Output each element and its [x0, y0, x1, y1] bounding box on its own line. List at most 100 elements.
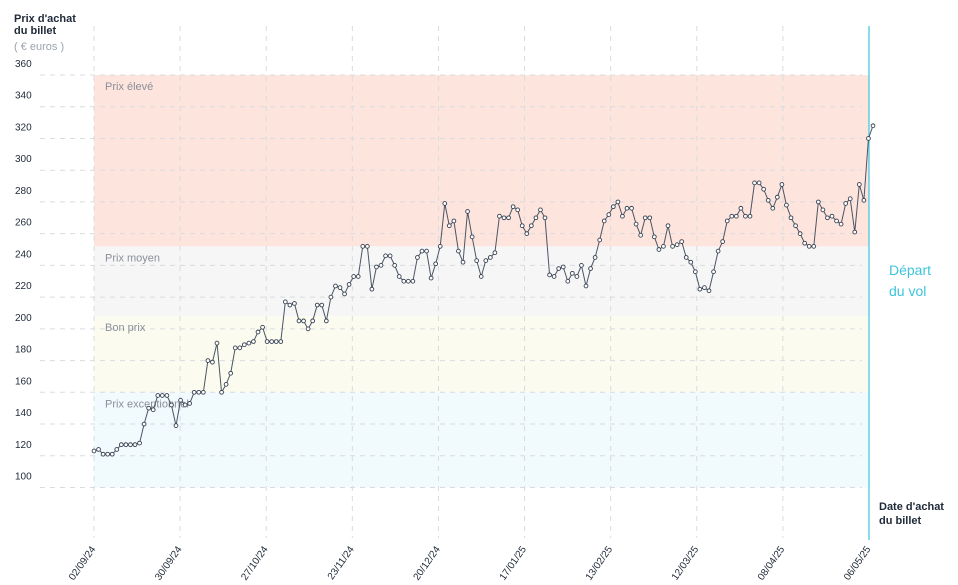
- data-point: [342, 291, 347, 297]
- data-point: [519, 223, 525, 229]
- data-point: [178, 397, 183, 403]
- data-point: [711, 269, 716, 275]
- data-point: [815, 199, 821, 205]
- x-tick-label: 27/10/24: [239, 544, 271, 583]
- data-point: [328, 294, 334, 300]
- data-point: [150, 407, 156, 413]
- data-point: [383, 253, 388, 259]
- data-point: [829, 213, 835, 219]
- data-point: [656, 247, 662, 252]
- data-point: [560, 264, 566, 270]
- data-point: [765, 197, 771, 203]
- data-point: [774, 194, 780, 200]
- x-tick-label: 20/12/24: [412, 544, 444, 583]
- data-point: [756, 180, 762, 186]
- data-point: [665, 223, 671, 229]
- x-tick-label: 13/02/25: [584, 544, 616, 583]
- y-tick-label: 240: [15, 249, 32, 260]
- data-point: [606, 212, 612, 217]
- data-point: [806, 244, 812, 249]
- x-tick-label: 02/09/24: [67, 544, 99, 583]
- data-point: [601, 218, 607, 224]
- data-point: [784, 202, 789, 208]
- data-point: [697, 286, 703, 292]
- data-point: [187, 401, 193, 406]
- data-point: [633, 221, 639, 227]
- data-point: [843, 201, 849, 206]
- data-point: [487, 255, 493, 260]
- data-point: [410, 278, 416, 284]
- data-point: [679, 239, 685, 244]
- data-point: [474, 258, 480, 263]
- data-point: [720, 239, 726, 244]
- data-point: [629, 205, 634, 211]
- data-point: [164, 393, 170, 398]
- data-point: [510, 204, 516, 210]
- data-point: [346, 282, 352, 287]
- data-point: [128, 442, 133, 448]
- y-axis-title-line-2: du billet: [14, 25, 57, 37]
- data-point: [364, 244, 370, 249]
- data-point: [752, 180, 757, 186]
- x-tick-label: 23/11/24: [326, 544, 357, 582]
- data-point: [569, 270, 575, 276]
- data-point: [692, 269, 698, 275]
- data-point: [761, 186, 767, 192]
- data-point: [141, 421, 147, 427]
- y-tick-label: 340: [15, 91, 32, 102]
- data-point: [109, 451, 115, 457]
- data-point: [437, 244, 443, 249]
- data-point: [647, 215, 653, 221]
- y-tick-label: 180: [15, 345, 32, 356]
- data-point: [314, 302, 320, 308]
- y-tick-label: 140: [15, 408, 32, 419]
- data-point: [847, 196, 853, 202]
- data-point: [205, 358, 211, 363]
- data-point: [528, 223, 534, 229]
- data-point: [159, 393, 165, 398]
- data-point: [702, 285, 707, 290]
- data-point: [588, 266, 593, 271]
- data-point: [323, 318, 329, 324]
- data-point: [260, 324, 265, 330]
- data-point: [724, 218, 730, 224]
- y-tick-label: 300: [15, 154, 32, 165]
- data-point: [132, 442, 138, 448]
- data-point: [866, 136, 871, 141]
- data-point: [219, 389, 224, 395]
- data-point: [861, 197, 867, 203]
- x-axis-title-line-1: Date d'achat: [879, 501, 944, 513]
- data-point: [460, 259, 466, 265]
- departure-label-line-1: Départ: [889, 262, 931, 278]
- y-tick-label: 220: [15, 281, 32, 292]
- y-tick-label: 160: [15, 376, 32, 387]
- data-point: [793, 223, 798, 229]
- x-tick-label: 06/05/25: [842, 544, 874, 583]
- data-point: [729, 213, 735, 219]
- price-points: [91, 123, 876, 457]
- data-point: [565, 278, 571, 284]
- data-point: [747, 213, 753, 219]
- data-point: [419, 248, 425, 254]
- data-point: [123, 442, 129, 448]
- y-tick-label: 200: [15, 313, 32, 324]
- data-point: [515, 207, 521, 213]
- y-axis-ticks: 100 120 140 160 180 200 220 240 260 280 300 320 340 3…: [15, 59, 32, 483]
- data-point: [100, 451, 106, 457]
- data-point: [802, 240, 808, 246]
- data-point: [278, 339, 284, 344]
- zone-label: Prix élevé: [105, 81, 153, 93]
- data-point: [137, 440, 142, 446]
- data-point: [551, 274, 557, 279]
- data-point: [497, 213, 502, 219]
- data-point: [428, 275, 434, 281]
- data-point: [196, 389, 202, 395]
- data-point: [264, 339, 270, 344]
- data-point: [433, 261, 439, 267]
- data-point: [638, 232, 644, 238]
- y-tick-label: 320: [15, 122, 32, 133]
- data-point: [651, 234, 657, 240]
- data-point: [501, 215, 507, 221]
- data-point: [155, 393, 161, 398]
